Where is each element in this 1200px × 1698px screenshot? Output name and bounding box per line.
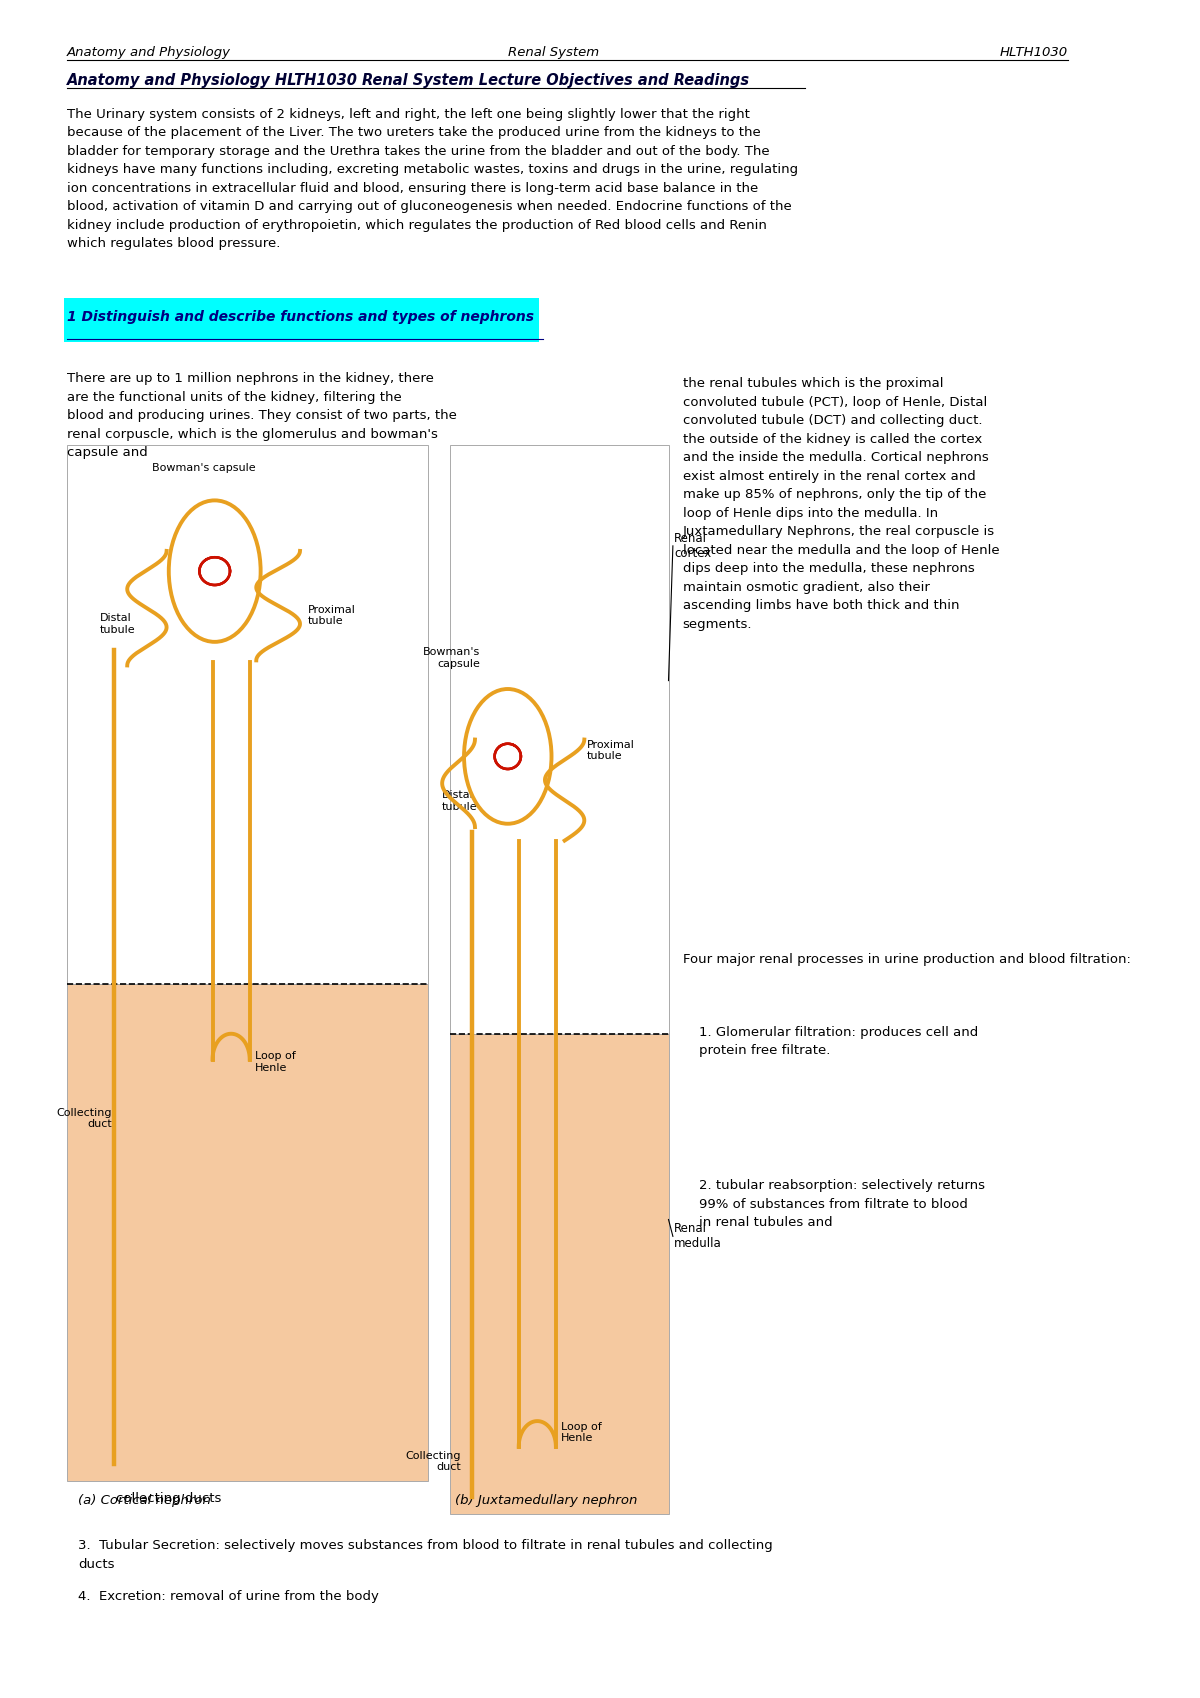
Text: 4.  Excretion: removal of urine from the body: 4. Excretion: removal of urine from the …	[78, 1589, 379, 1603]
Text: The Urinary system consists of 2 kidneys, left and right, the left one being sli: The Urinary system consists of 2 kidneys…	[67, 109, 798, 251]
Text: Anatomy and Physiology: Anatomy and Physiology	[67, 46, 232, 59]
Text: (b) Juxtamedullary nephron: (b) Juxtamedullary nephron	[455, 1494, 637, 1508]
Text: There are up to 1 million nephrons in the kidney, there
are the functional units: There are up to 1 million nephrons in th…	[67, 372, 457, 460]
Text: Loop of
Henle: Loop of Henle	[256, 1051, 296, 1073]
Text: collecting ducts: collecting ducts	[116, 1493, 222, 1506]
Text: Anatomy and Physiology HLTH1030 Renal System Lecture Objectives and Readings: Anatomy and Physiology HLTH1030 Renal Sy…	[67, 73, 750, 88]
Text: 3.  Tubular Secretion: selectively moves substances from blood to filtrate in re: 3. Tubular Secretion: selectively moves …	[78, 1540, 773, 1571]
Text: Collecting
duct: Collecting duct	[406, 1450, 461, 1472]
Text: 1. Glomerular filtration: produces cell and
protein free filtrate.: 1. Glomerular filtration: produces cell …	[700, 1026, 978, 1058]
FancyBboxPatch shape	[67, 983, 428, 1481]
FancyBboxPatch shape	[450, 445, 668, 1034]
Text: 2. tubular reabsorption: selectively returns
99% of substances from filtrate to : 2. tubular reabsorption: selectively ret…	[700, 1178, 985, 1229]
Text: Proximal
tubule: Proximal tubule	[587, 740, 635, 761]
Text: Four major renal processes in urine production and blood filtration:: Four major renal processes in urine prod…	[683, 953, 1130, 966]
Text: Renal
cortex: Renal cortex	[674, 531, 712, 560]
FancyBboxPatch shape	[64, 299, 540, 341]
Text: Bowman's
capsule: Bowman's capsule	[424, 647, 480, 669]
Text: 1 Distinguish and describe functions and types of nephrons: 1 Distinguish and describe functions and…	[67, 311, 534, 324]
FancyBboxPatch shape	[450, 1034, 668, 1515]
Text: Renal
medulla: Renal medulla	[674, 1223, 721, 1250]
FancyBboxPatch shape	[67, 445, 428, 983]
Text: Distal
tubule: Distal tubule	[442, 790, 478, 812]
Text: Proximal
tubule: Proximal tubule	[307, 604, 355, 627]
Text: (a) Cortical nephron: (a) Cortical nephron	[78, 1494, 211, 1508]
Text: Bowman's capsule: Bowman's capsule	[152, 464, 256, 474]
Text: Collecting
duct: Collecting duct	[56, 1107, 112, 1129]
Text: Renal System: Renal System	[508, 46, 599, 59]
Text: Loop of
Henle: Loop of Henle	[562, 1421, 602, 1443]
Text: the renal tubules which is the proximal
convoluted tubule (PCT), loop of Henle, : the renal tubules which is the proximal …	[683, 377, 1000, 632]
Text: HLTH1030: HLTH1030	[1000, 46, 1068, 59]
Text: Distal
tubule: Distal tubule	[100, 613, 136, 635]
